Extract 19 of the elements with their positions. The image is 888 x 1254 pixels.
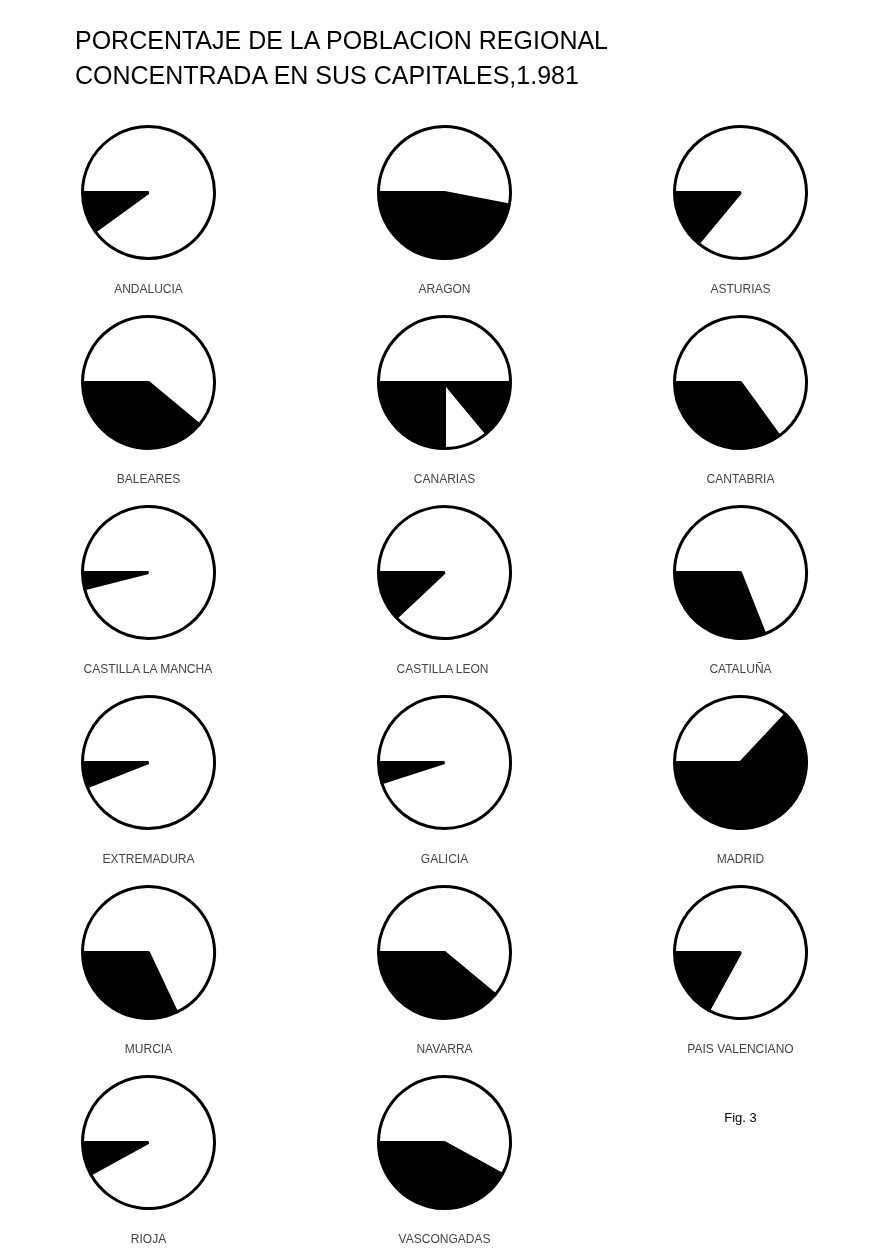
text: CANARIAS bbox=[413, 471, 476, 486]
text: CASTILLA LEON bbox=[396, 661, 489, 676]
text: VASCONGADAS bbox=[398, 1231, 491, 1246]
text: PORCENTAJE DE LA POBLACION REGIONAL CONCENTRADA EN SUS CAPITALES,1.981 bbox=[75, 25, 609, 91]
text: MURCIA bbox=[124, 1041, 173, 1056]
caption: Fig. 3 bbox=[724, 1110, 757, 1126]
text: CASTILLA LA MANCHA bbox=[83, 661, 213, 676]
text: CANTABRIA bbox=[706, 471, 775, 486]
text: GALICIA bbox=[420, 851, 469, 866]
text: PAIS VALENCIANO bbox=[687, 1041, 794, 1056]
text: ANDALUCIA bbox=[114, 281, 183, 296]
text: EXTREMADURA bbox=[102, 851, 195, 866]
text: ASTURIAS bbox=[710, 281, 771, 296]
text: BALEARES bbox=[116, 471, 181, 486]
text: RIOJA bbox=[130, 1231, 167, 1246]
text: CATALUÑA bbox=[709, 661, 772, 676]
text: NAVARRA bbox=[416, 1041, 473, 1056]
text: ARAGON bbox=[418, 281, 471, 296]
text: MADRID bbox=[716, 851, 765, 866]
